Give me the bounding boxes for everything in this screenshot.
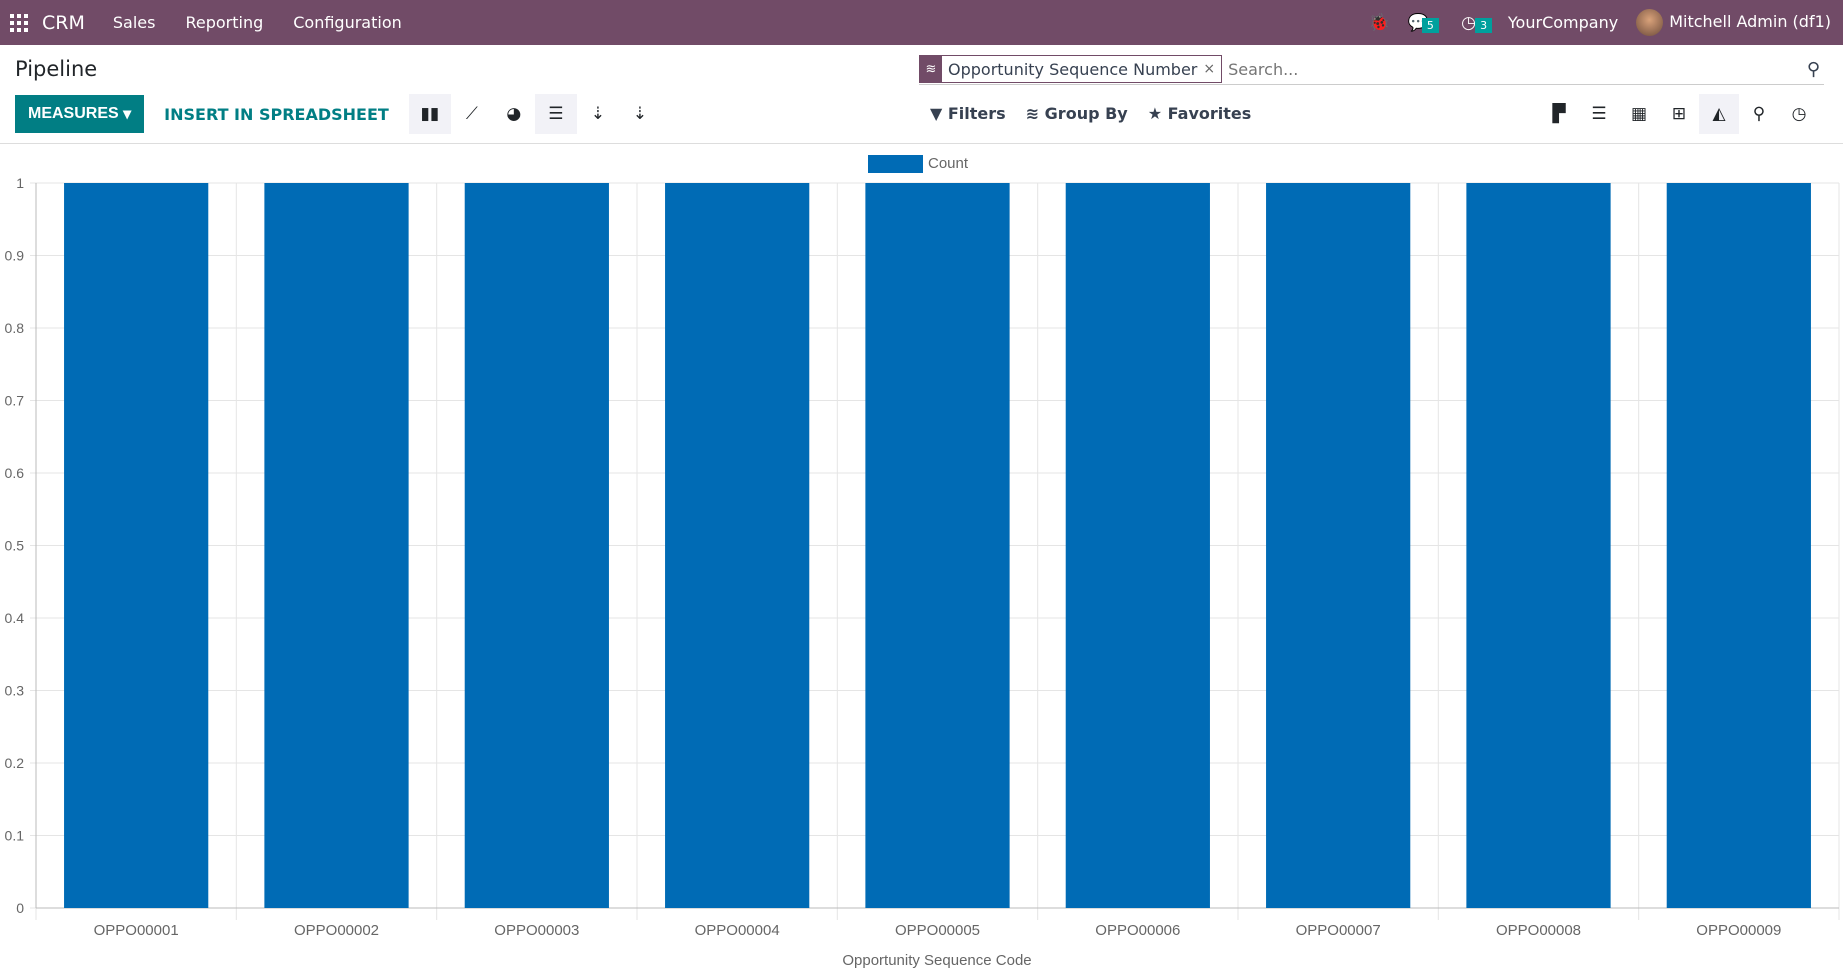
search-input[interactable] [1228, 59, 1807, 79]
graph-view-icon[interactable]: ◭ [1699, 94, 1739, 134]
x-tick-label: OPPO00005 [895, 922, 980, 939]
facet-remove-button[interactable]: × [1203, 61, 1216, 77]
avatar [1636, 9, 1664, 36]
x-tick-label: OPPO00002 [294, 922, 379, 939]
y-tick-label: 0.7 [5, 393, 25, 409]
measures-button[interactable]: MEASURES ▾ [15, 95, 145, 133]
legend-label: Count [928, 155, 969, 172]
activity-view-icon[interactable]: ◷ [1791, 104, 1807, 124]
x-axis-title: Opportunity Sequence Code [842, 952, 1031, 969]
bar-chart-icon[interactable]: ▮▮ [408, 94, 451, 134]
sort-ascending-icon[interactable]: ⇣ [632, 104, 647, 124]
search-panel-toggles: ▼ Filters ≋ Group By ★ Favorites [930, 104, 1251, 123]
filters-button[interactable]: ▼ Filters [930, 104, 1006, 123]
group-by-button[interactable]: ≋ Group By [1025, 104, 1128, 123]
line-chart-icon[interactable]: ⟋ [465, 104, 478, 124]
user-menu[interactable]: Mitchell Admin (df1) [1636, 9, 1831, 36]
company-switcher[interactable]: YourCompany [1507, 13, 1619, 32]
y-tick-label: 0.1 [5, 828, 25, 844]
legend-swatch[interactable] [868, 155, 923, 173]
x-tick-label: OPPO00003 [494, 922, 579, 939]
bar-OPPO00009[interactable] [1666, 183, 1811, 908]
x-tick-label: OPPO00004 [695, 922, 780, 939]
y-tick-label: 0.6 [5, 465, 25, 481]
insert-in-spreadsheet-button[interactable]: INSERT IN SPREADSHEET [164, 104, 389, 124]
messages-icon[interactable]: 💬 5 [1408, 13, 1439, 33]
search-bar: ≋ Opportunity Sequence Number × ⚲ [919, 54, 1824, 85]
y-tick-label: 1 [16, 175, 24, 191]
bar-OPPO00001[interactable] [64, 183, 209, 908]
bar-OPPO00007[interactable] [1266, 183, 1411, 908]
list-view-icon[interactable]: ☰ [1591, 104, 1607, 124]
bar-OPPO00006[interactable] [1065, 183, 1210, 908]
sort-descending-icon[interactable]: ⇣ [590, 104, 605, 124]
bar-OPPO00005[interactable] [865, 183, 1010, 908]
control-panel: MEASURES ▾ INSERT IN SPREADSHEET ▮▮ ⟋ ◕ … [15, 94, 661, 134]
y-tick-label: 0.4 [5, 610, 25, 626]
pivot-view-icon[interactable]: ⊞ [1671, 104, 1687, 124]
y-tick-label: 0.5 [5, 538, 25, 554]
y-tick-label: 0.8 [5, 320, 25, 336]
apps-menu-icon[interactable] [10, 13, 28, 32]
bar-OPPO00002[interactable] [264, 183, 409, 908]
facet-label: Opportunity Sequence Number [948, 59, 1198, 79]
measures-label: MEASURES [28, 105, 119, 122]
bar-OPPO00004[interactable] [665, 183, 810, 908]
y-tick-label: 0 [16, 900, 24, 916]
bar-OPPO00008[interactable] [1466, 183, 1611, 908]
x-tick-label: OPPO00008 [1496, 922, 1581, 939]
filters-label: Filters [947, 104, 1006, 123]
x-tick-label: OPPO00009 [1696, 922, 1781, 939]
stacked-database-icon[interactable]: ☰ [534, 94, 577, 134]
group-by-layers-icon: ≋ [920, 56, 942, 82]
group-by-label: Group By [1044, 104, 1128, 123]
favorites-button[interactable]: ★ Favorites [1147, 104, 1252, 123]
debug-bug-icon[interactable]: 🐞 [1368, 12, 1390, 33]
menu-sales[interactable]: Sales [112, 13, 156, 32]
x-tick-label: OPPO00001 [94, 922, 179, 939]
divider [0, 143, 1843, 144]
page-title: Pipeline [15, 57, 98, 81]
x-tick-label: OPPO00007 [1296, 922, 1381, 939]
view-switcher: ▛ ☰ ▦ ⊞ ◭ ⚲ ◷ [1539, 94, 1819, 134]
y-tick-label: 0.3 [5, 683, 25, 699]
bar-OPPO00003[interactable] [464, 183, 609, 908]
search-icon[interactable]: ⚲ [1806, 58, 1820, 80]
pie-chart-icon[interactable]: ◕ [506, 104, 522, 124]
app-name[interactable]: CRM [42, 11, 85, 34]
kanban-view-icon[interactable]: ▛ [1552, 104, 1566, 124]
messages-badge: 5 [1421, 17, 1439, 33]
y-tick-label: 0.2 [5, 755, 25, 771]
menu-reporting[interactable]: Reporting [185, 13, 264, 32]
activities-clock-icon[interactable]: ◷ 3 [1461, 13, 1493, 33]
y-tick-label: 0.9 [5, 248, 25, 264]
user-name: Mitchell Admin (df1) [1669, 12, 1831, 31]
map-view-icon[interactable]: ⚲ [1752, 104, 1766, 124]
top-navbar: CRM Sales Reporting Configuration 🐞 💬 5 ◷… [0, 0, 1843, 45]
calendar-view-icon[interactable]: ▦ [1630, 104, 1648, 124]
activities-badge: 3 [1475, 17, 1493, 33]
x-tick-label: OPPO00006 [1095, 922, 1180, 939]
favorites-label: Favorites [1167, 104, 1252, 123]
menu-configuration[interactable]: Configuration [293, 13, 402, 32]
search-facet: ≋ Opportunity Sequence Number × [919, 55, 1223, 83]
